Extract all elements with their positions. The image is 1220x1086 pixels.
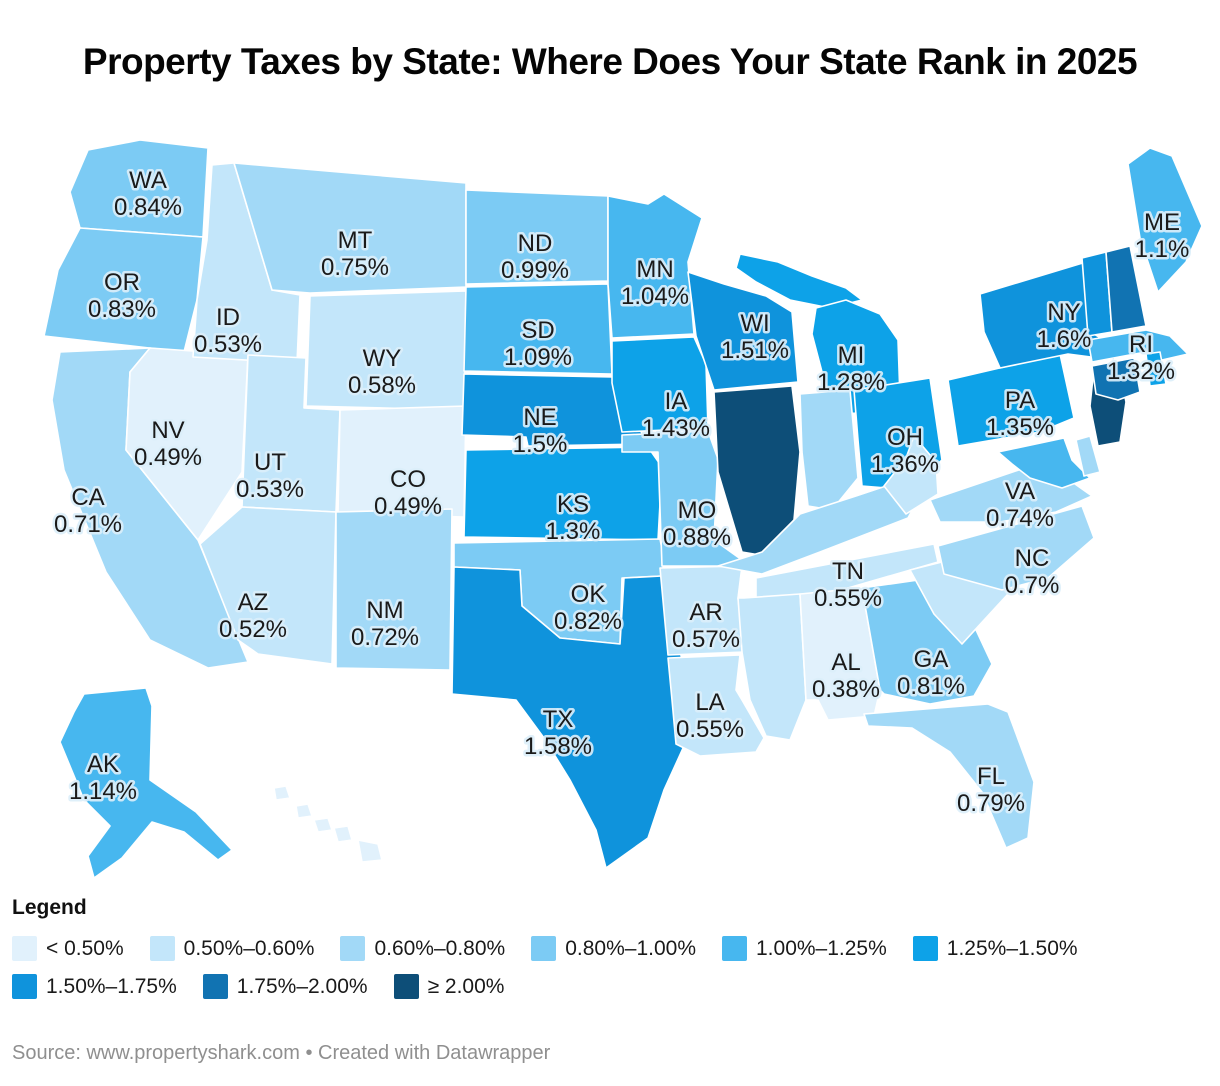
state-mn[interactable] bbox=[607, 193, 703, 339]
state-label-la: LA 0.55% bbox=[676, 689, 744, 743]
state-label-co: CO 0.49% bbox=[374, 466, 442, 520]
legend-swatch bbox=[12, 974, 37, 999]
legend: Legend < 0.50% 0.50%–0.60% 0.60%–0.80% 0.80… bbox=[12, 896, 1212, 999]
legend-item: 1.75%–2.00% bbox=[202, 974, 368, 999]
legend-row: < 0.50% 0.50%–0.60% 0.60%–0.80% 0.80%–1.00%… bbox=[12, 936, 1212, 961]
legend-swatch bbox=[912, 936, 938, 961]
state-ri[interactable] bbox=[1145, 351, 1167, 387]
state-wv[interactable] bbox=[883, 435, 939, 515]
state-label-va: VA 0.74% bbox=[986, 478, 1054, 532]
legend-item: ≥ 2.00% bbox=[393, 974, 505, 999]
source-line: Source: www.propertyshark.com • Created … bbox=[12, 1042, 551, 1064]
state-label-ok: OK 0.82% bbox=[554, 581, 622, 635]
state-label-fl: FL 0.79% bbox=[957, 763, 1025, 817]
state-label-ut: UT 0.53% bbox=[236, 449, 304, 503]
state-hi[interactable] bbox=[333, 825, 353, 843]
state-wi[interactable] bbox=[687, 271, 799, 391]
legend-swatch bbox=[202, 974, 228, 999]
state-nh[interactable] bbox=[1105, 245, 1147, 333]
state-label-az: AZ 0.52% bbox=[219, 589, 287, 643]
legend-label: 1.00%–1.25% bbox=[756, 936, 887, 960]
legend-item: 1.50%–1.75% bbox=[12, 974, 177, 999]
state-label-mt: MT 0.75% bbox=[321, 227, 389, 281]
state-label-nm: NM 0.72% bbox=[351, 597, 419, 651]
legend-label: 1.50%–1.75% bbox=[46, 974, 177, 998]
legend-label: 1.75%–2.00% bbox=[236, 974, 368, 998]
state-me[interactable] bbox=[1127, 147, 1203, 293]
legend-label: 0.60%–0.80% bbox=[374, 936, 506, 960]
state-ma[interactable] bbox=[1087, 329, 1189, 363]
state-label-nv: NV 0.49% bbox=[134, 417, 202, 471]
state-label-nc: NC 0.7% bbox=[1005, 545, 1060, 599]
legend-item: < 0.50% bbox=[12, 936, 124, 961]
legend-row: 1.50%–1.75% 1.75%–2.00% ≥ 2.00% bbox=[12, 974, 1212, 999]
state-label-mn: MN 1.04% bbox=[621, 256, 689, 310]
state-label-al: AL 0.38% bbox=[812, 649, 880, 703]
state-label-ks: KS 1.3% bbox=[546, 491, 601, 545]
state-hi[interactable] bbox=[273, 785, 291, 801]
legend-item: 0.50%–0.60% bbox=[149, 936, 315, 961]
legend-swatch bbox=[531, 936, 557, 961]
state-nc[interactable] bbox=[937, 505, 1095, 591]
state-label-pa: PA 1.35% bbox=[986, 387, 1054, 441]
legend-label: 1.25%–1.50% bbox=[946, 936, 1078, 960]
state-label-mi: MI 1.28% bbox=[817, 342, 885, 396]
state-label-me: ME 1.1% bbox=[1135, 209, 1190, 263]
state-hi[interactable] bbox=[357, 839, 383, 863]
legend-swatch bbox=[149, 936, 175, 961]
state-label-ny: NY 1.6% bbox=[1037, 299, 1092, 353]
state-label-ca: CA 0.71% bbox=[54, 484, 122, 538]
state-label-wi: WI 1.51% bbox=[721, 310, 789, 364]
state-ct[interactable] bbox=[1091, 357, 1141, 401]
state-label-ri: RI 1.32% bbox=[1107, 331, 1175, 385]
legend-label: < 0.50% bbox=[46, 936, 124, 960]
state-label-tn: TN 0.55% bbox=[814, 558, 882, 612]
state-label-ar: AR 0.57% bbox=[672, 599, 740, 653]
state-fl[interactable] bbox=[863, 703, 1035, 849]
state-mt[interactable] bbox=[233, 162, 467, 294]
legend-swatch bbox=[340, 936, 366, 961]
legend-label: ≥ 2.00% bbox=[427, 974, 505, 998]
state-label-mo: MO 0.88% bbox=[663, 497, 731, 551]
state-label-tx: TX 1.58% bbox=[524, 706, 592, 760]
page-title: Property Taxes by State: Where Does Your… bbox=[82, 40, 1138, 82]
state-hi[interactable] bbox=[295, 803, 313, 819]
legend-item: 1.25%–1.50% bbox=[912, 936, 1078, 961]
legend-label: 0.80%–1.00% bbox=[565, 936, 696, 960]
state-label-sd: SD 1.09% bbox=[504, 317, 572, 371]
legend-item: 0.60%–0.80% bbox=[340, 936, 505, 961]
legend-title: Legend bbox=[12, 896, 87, 919]
state-label-oh: OH 1.36% bbox=[871, 424, 939, 478]
state-label-nd: ND 0.99% bbox=[501, 230, 569, 284]
legend-swatch bbox=[722, 936, 747, 961]
state-md[interactable] bbox=[997, 437, 1091, 489]
state-label-wa: WA 0.84% bbox=[114, 167, 182, 221]
state-label-ak: AK 1.14% bbox=[69, 751, 137, 805]
state-hi[interactable] bbox=[313, 817, 333, 833]
state-nm[interactable] bbox=[335, 508, 453, 671]
state-de[interactable] bbox=[1075, 435, 1101, 477]
state-label-id: ID 0.53% bbox=[194, 304, 262, 358]
state-ak[interactable] bbox=[59, 687, 233, 879]
state-label-wy: WY 0.58% bbox=[348, 345, 416, 399]
legend-swatch bbox=[12, 936, 37, 961]
legend-label: 0.50%–0.60% bbox=[183, 936, 315, 960]
legend-item: 1.00%–1.25% bbox=[722, 936, 887, 961]
state-la[interactable] bbox=[667, 654, 765, 757]
state-label-ne: NE 1.5% bbox=[513, 404, 568, 458]
state-ia[interactable] bbox=[611, 336, 709, 433]
state-label-ga: GA 0.81% bbox=[897, 646, 965, 700]
state-label-or: OR 0.83% bbox=[88, 269, 156, 323]
state-label-ia: IA 1.43% bbox=[642, 388, 710, 442]
legend-item: 0.80%–1.00% bbox=[531, 936, 696, 961]
state-in[interactable] bbox=[799, 389, 859, 511]
legend-swatch bbox=[393, 974, 419, 999]
